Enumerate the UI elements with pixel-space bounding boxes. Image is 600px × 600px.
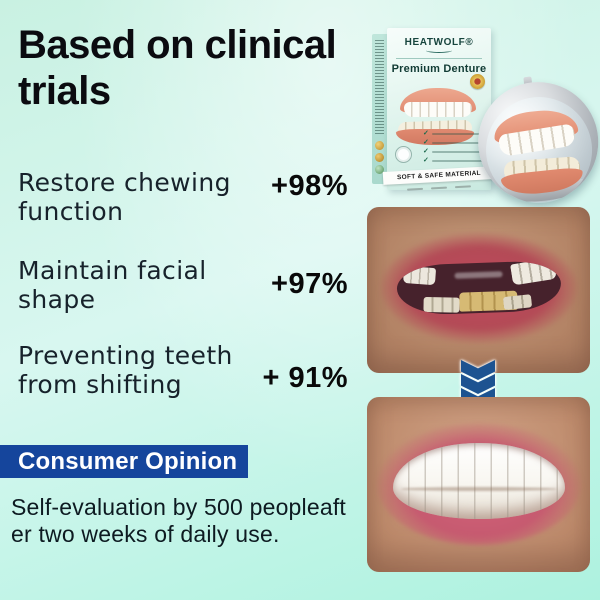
denture-illustration (394, 88, 484, 146)
headline: Based on clinical trials (18, 22, 337, 114)
stat-label-line: Restore chewing (18, 168, 231, 197)
tin-glass (480, 91, 598, 209)
headline-line-1: Based on clinical (18, 23, 337, 67)
brand-swoosh-icon (426, 48, 452, 53)
subtext-dash (430, 186, 448, 190)
material-strip: SOFT & SAFE MATERIAL (382, 166, 496, 185)
before-upper-teeth-right (510, 260, 557, 286)
denture-tin (471, 68, 600, 212)
certification-seal-icon (375, 153, 384, 162)
checklist-text-placeholder (431, 132, 487, 135)
stat-value: +97% (271, 268, 348, 300)
product-box-side-panel (372, 34, 387, 184)
tin-ring (472, 76, 600, 209)
check-icon: ✓ (423, 148, 429, 155)
stat-label-line: function (18, 197, 124, 226)
feature-checklist: ✓ ✓ ✓ ✓ (423, 130, 487, 166)
product-shot: HEATWOLF® Premium Denture ✓ ✓ (372, 24, 600, 209)
stat-label: Preventing teeth from shifting (18, 341, 348, 399)
checklist-text-placeholder (431, 141, 487, 144)
stat-restore-chewing: Restore chewing function +98% (18, 168, 348, 226)
material-strip-subtext (389, 184, 489, 191)
divider (396, 58, 482, 59)
stat-label-line: from shifting (18, 370, 182, 399)
subtext-dash (406, 187, 424, 191)
down-chevron-icon (461, 360, 495, 380)
before-lower-teeth-left (423, 297, 460, 313)
before-upper-teeth-left (402, 265, 437, 286)
body-text-line: er two weeks of daily use. (11, 521, 280, 547)
checklist-item: ✓ (423, 157, 487, 164)
before-inner-teeth-glimmer (454, 271, 503, 279)
check-icon: ✓ (423, 157, 429, 164)
denture-lower-gum (396, 129, 474, 145)
checklist-item: ✓ (423, 130, 487, 137)
after-photo (367, 397, 590, 572)
after-teeth-gaps (393, 443, 565, 519)
self-evaluation-text: Self-evaluation by 500 peopleaft er two … (11, 494, 346, 548)
stat-maintain-facial-shape: Maintain facial shape +97% (18, 256, 348, 314)
gold-award-badge-icon (470, 74, 485, 89)
stat-label-line: shape (18, 285, 96, 314)
after-teeth (393, 443, 565, 519)
check-icon: ✓ (423, 130, 429, 137)
eco-badge-icon (375, 165, 384, 174)
approval-seal-icon (395, 146, 412, 163)
stat-label-line: Preventing teeth (18, 341, 233, 370)
subtext-dash (454, 185, 472, 189)
certification-seal-icon (375, 141, 384, 150)
stat-value: +98% (271, 170, 348, 202)
consumer-opinion-banner: Consumer Opinion (0, 445, 248, 478)
banner-label: Consumer Opinion (18, 448, 238, 475)
down-chevron-icon (461, 374, 495, 394)
before-photo (367, 207, 590, 373)
stat-label: Maintain facial shape (18, 256, 348, 314)
stat-label-line: Maintain facial (18, 256, 207, 285)
fine-print-lines (375, 40, 384, 136)
product-name: Premium Denture (391, 63, 487, 75)
check-icon: ✓ (423, 139, 429, 146)
after-teeth-midline (401, 487, 557, 492)
checklist-item: ✓ (423, 139, 487, 146)
before-lower-teeth-right (502, 294, 533, 311)
product-box: HEATWOLF® Premium Denture ✓ ✓ (382, 28, 496, 191)
denture-upper-teeth (404, 102, 472, 117)
brand-name: HEATWOLF® (404, 37, 474, 48)
headline-line-2: trials (18, 69, 111, 113)
stat-preventing-shifting: Preventing teeth from shifting + 91% (18, 341, 348, 399)
body-text-line: Self-evaluation by 500 peopleaft (11, 494, 347, 520)
checklist-text-placeholder (431, 150, 487, 153)
checklist-item: ✓ (423, 148, 487, 155)
stat-value: + 91% (262, 362, 348, 394)
stat-label: Restore chewing function (18, 168, 348, 226)
checklist-text-placeholder (431, 159, 487, 162)
